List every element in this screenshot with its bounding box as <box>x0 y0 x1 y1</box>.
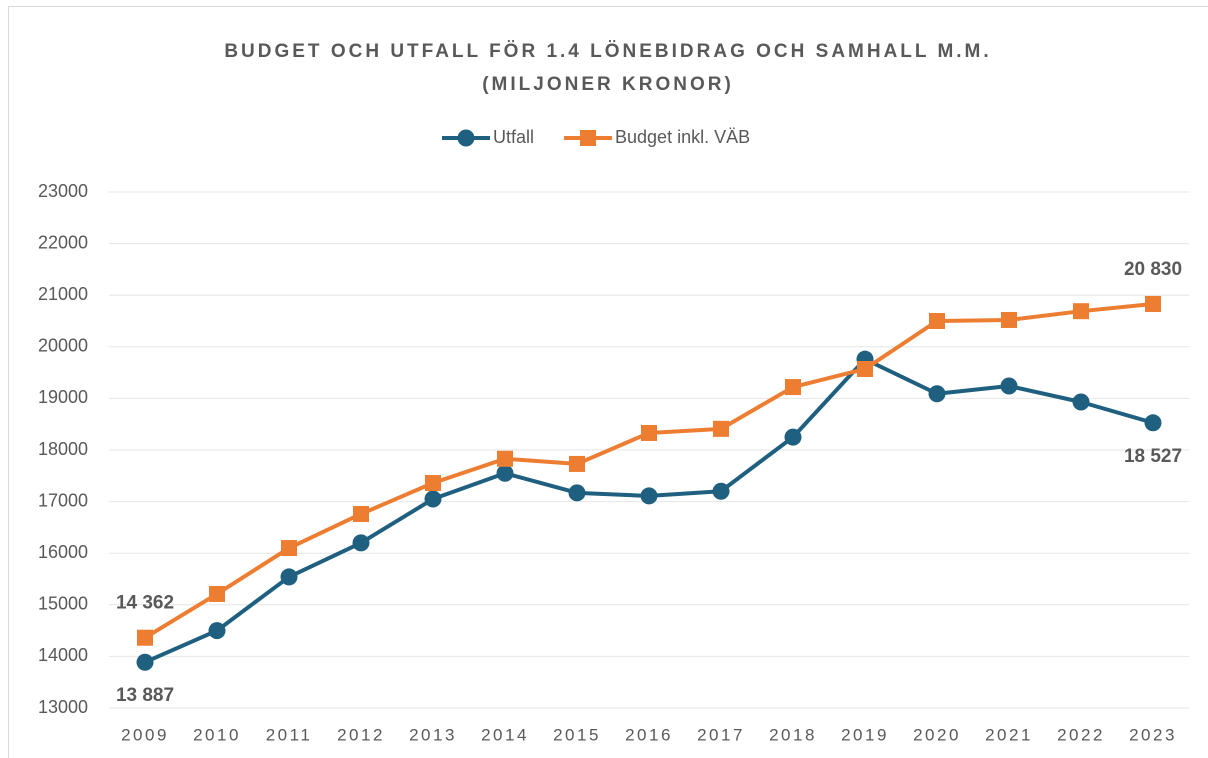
marker <box>352 534 370 552</box>
x-tick-label: 2017 <box>697 725 745 744</box>
marker <box>929 313 945 329</box>
marker <box>1144 414 1162 432</box>
x-tick-label: 2019 <box>841 725 889 744</box>
marker <box>280 568 298 586</box>
marker <box>569 455 585 472</box>
marker <box>136 653 154 671</box>
data-label: 13 887 <box>116 685 174 706</box>
x-tick-label: 2011 <box>266 725 313 744</box>
marker <box>641 424 657 441</box>
marker <box>497 450 513 467</box>
y-tick-label: 15000 <box>38 594 88 614</box>
y-tick-label: 19000 <box>38 387 88 407</box>
marker <box>1073 303 1089 320</box>
marker <box>1000 377 1018 395</box>
x-tick-label: 2023 <box>1129 725 1177 744</box>
x-tick-label: 2009 <box>121 725 169 744</box>
marker <box>1145 295 1161 312</box>
marker <box>784 428 802 446</box>
marker <box>209 585 225 602</box>
marker <box>712 482 730 500</box>
x-tick-label: 2012 <box>337 725 385 744</box>
marker <box>640 487 658 505</box>
y-tick-label: 20000 <box>38 336 88 356</box>
marker <box>208 622 226 640</box>
marker <box>857 360 873 377</box>
data-label: 20 830 <box>1124 259 1182 280</box>
marker <box>496 464 514 482</box>
x-tick-label: 2016 <box>625 725 673 744</box>
legend-marker <box>457 129 475 147</box>
y-tick-label: 18000 <box>38 439 88 459</box>
x-tick-label: 2020 <box>913 725 961 744</box>
x-tick-label: 2022 <box>1057 725 1105 744</box>
marker <box>928 385 946 403</box>
y-tick-label: 16000 <box>38 542 88 562</box>
legend-marker <box>580 130 597 146</box>
marker <box>568 484 586 502</box>
marker <box>1001 311 1017 328</box>
marker <box>1072 393 1090 411</box>
legend-label: Budget inkl. VÄB <box>615 127 750 147</box>
x-tick-label: 2013 <box>409 725 457 744</box>
x-tick-label: 2010 <box>193 725 241 744</box>
x-tick-label: 2015 <box>553 725 601 744</box>
marker <box>425 475 441 492</box>
chart-title: BUDGET OCH UTFALL FÖR 1.4 LÖNEBIDRAG OCH… <box>224 41 991 62</box>
marker <box>785 379 801 396</box>
marker <box>137 629 153 646</box>
data-label: 14 362 <box>116 593 174 614</box>
y-tick-label: 23000 <box>38 181 88 201</box>
y-tick-label: 13000 <box>38 697 88 717</box>
legend-label: Utfall <box>493 127 534 147</box>
marker <box>353 505 369 522</box>
x-tick-label: 2014 <box>481 725 529 744</box>
data-label: 18 527 <box>1124 446 1182 467</box>
chart-title: (MILJONER KRONOR) <box>482 74 734 95</box>
y-tick-label: 21000 <box>38 284 88 304</box>
x-tick-label: 2021 <box>985 725 1033 744</box>
x-tick-label: 2018 <box>769 725 817 744</box>
y-tick-label: 17000 <box>38 490 88 510</box>
marker <box>281 540 297 557</box>
marker <box>713 420 729 437</box>
y-tick-label: 14000 <box>38 645 88 665</box>
y-tick-label: 22000 <box>38 232 88 252</box>
marker <box>424 490 442 508</box>
